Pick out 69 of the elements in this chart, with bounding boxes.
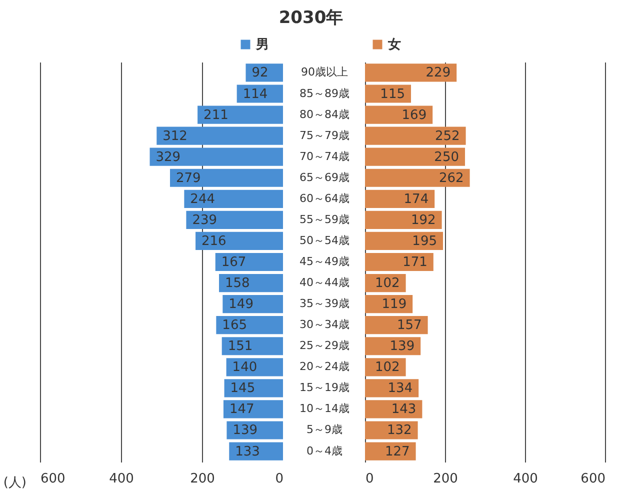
data-label: 102 [374, 360, 400, 376]
x-tick-label: 0 [275, 472, 284, 486]
y-tick-label: 45～49歳 [300, 255, 350, 268]
x-tick-label: 400 [513, 472, 538, 486]
data-label: 157 [396, 318, 422, 334]
data-label: 250 [434, 150, 459, 165]
data-label: 211 [204, 108, 228, 123]
y-tick-label: 15～19歳 [300, 381, 350, 394]
y-tick-label: 40～44歳 [300, 276, 350, 290]
y-tick-label: 25～29歳 [300, 339, 350, 352]
data-label: 165 [222, 318, 248, 334]
y-tick-label: 90歳以上 [301, 66, 348, 79]
data-label: 244 [190, 192, 216, 207]
y-tick-label: 80～84歳 [300, 108, 350, 121]
data-label: 102 [374, 276, 400, 292]
data-label: 279 [176, 170, 201, 186]
data-label: 158 [225, 276, 250, 292]
data-label: 262 [438, 170, 464, 186]
data-label: 92 [252, 66, 268, 81]
data-label: 132 [386, 423, 412, 438]
data-label: 143 [391, 402, 416, 418]
data-label: 312 [162, 128, 188, 144]
y-tick-label: 55～59歳 [300, 212, 350, 226]
y-tick-label: 70～74歳 [300, 150, 350, 163]
x-tick-label: 0 [366, 472, 374, 486]
y-tick-label: 60～64歳 [300, 192, 350, 205]
data-label: 119 [382, 297, 407, 312]
data-label: 239 [192, 212, 218, 228]
data-label: 149 [228, 297, 254, 312]
data-label: 145 [230, 381, 256, 396]
data-label: 115 [380, 86, 405, 102]
y-tick-label: 0～4歳 [306, 444, 342, 458]
x-tick-label: 200 [433, 472, 458, 486]
data-label: 140 [232, 360, 258, 376]
data-label: 216 [202, 234, 226, 249]
data-label: 169 [402, 108, 427, 123]
x-axis-title: (人) [3, 476, 26, 490]
y-tick-label: 50～54歳 [300, 234, 350, 247]
data-label: 133 [235, 444, 260, 460]
data-label: 139 [232, 423, 258, 438]
y-tick-label: 20～24歳 [300, 360, 350, 374]
data-label: 134 [388, 381, 413, 396]
data-label: 139 [390, 339, 415, 354]
data-label: 114 [242, 86, 268, 102]
data-label: 174 [404, 192, 429, 207]
data-label: 192 [410, 212, 436, 228]
data-label: 252 [434, 128, 460, 144]
data-label: 329 [156, 150, 181, 165]
data-label: 171 [402, 255, 428, 270]
legend-label: 女 [387, 38, 401, 52]
y-tick-label: 85～89歳 [300, 86, 350, 100]
y-tick-label: 30～34歳 [300, 318, 350, 332]
x-tick-label: 200 [190, 472, 215, 486]
data-label: 229 [426, 66, 451, 81]
data-label: 147 [229, 402, 254, 418]
data-label: 167 [221, 255, 246, 270]
x-tick-label: 600 [40, 472, 66, 486]
y-tick-label: 10～14歳 [300, 402, 350, 416]
chart-title: 2030年 [278, 7, 344, 29]
legend-label: 男 [255, 38, 269, 52]
y-tick-label: 5～9歳 [306, 423, 342, 436]
y-tick-label: 35～39歳 [300, 297, 350, 310]
y-tick-label: 75～79歳 [300, 128, 350, 142]
x-tick-label: 600 [580, 472, 606, 486]
data-label: 195 [412, 234, 437, 249]
x-tick-label: 400 [109, 472, 134, 486]
y-tick-label: 65～69歳 [300, 170, 350, 184]
data-label: 127 [384, 444, 410, 460]
data-label: 151 [228, 339, 253, 354]
